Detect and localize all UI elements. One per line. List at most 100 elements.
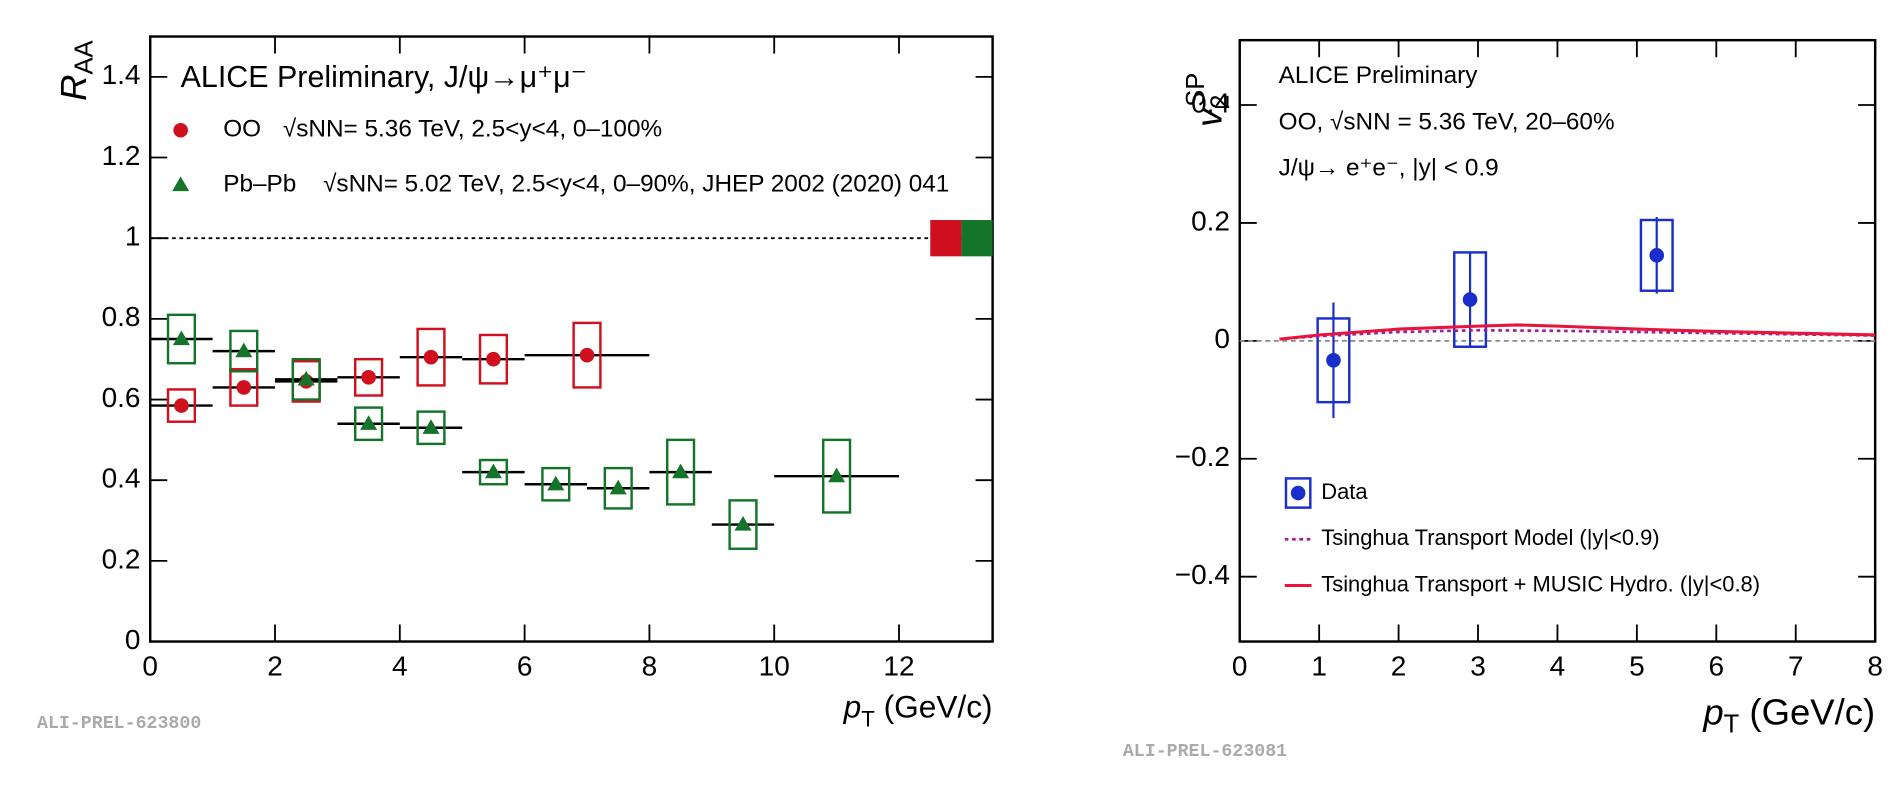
x-axis-label-main: p (843, 689, 862, 725)
systematic-box (541, 466, 571, 502)
systematic-box (603, 466, 633, 510)
marker (174, 398, 189, 413)
marker (360, 415, 378, 430)
marker (235, 342, 253, 358)
global-uncertainty-box (961, 220, 993, 257)
x-tick-label: 8 (642, 651, 658, 682)
x-axis-label-main: p (1702, 691, 1723, 732)
systematic-box (1316, 317, 1351, 404)
x-axis-label: pT (GeV/c) (1702, 691, 1875, 738)
y-tick-label: 0.4 (1191, 87, 1230, 118)
systematic-box (1639, 218, 1674, 292)
systematic-box (229, 368, 259, 407)
legend-marker (1290, 485, 1306, 501)
systematic-box (666, 438, 696, 506)
marker (486, 351, 501, 367)
x-tick-label: 0 (142, 651, 158, 682)
annotation: ALICE Preliminary, J/ψ→μ⁺μ⁻ (181, 60, 587, 94)
systematic-box (416, 410, 446, 446)
systematic-box (291, 357, 321, 401)
marker (609, 479, 627, 495)
y-tick-label: 0.2 (102, 543, 141, 574)
y-axis-label: v2SP (1182, 73, 1234, 127)
global-uncertainty-box (930, 220, 962, 257)
y-tick-label: 1 (125, 221, 141, 252)
marker (1462, 292, 1478, 307)
watermark: ALI-PREL-623800 (37, 714, 201, 734)
y-tick-label: 0.8 (102, 301, 141, 332)
marker (547, 475, 565, 491)
marker (236, 380, 252, 395)
x-tick-label: 0 (1232, 651, 1248, 682)
legend-note: √sNN= 5.36 TeV, 2.5<y<4, 0–100% (283, 116, 662, 143)
annotation: OO, √sNN = 5.36 TeV, 20–60% (1279, 108, 1615, 135)
legend-label: Tsinghua Transport Model (|y|<0.9) (1321, 525, 1659, 550)
x-axis-label-unit: (GeV/c) (1739, 691, 1875, 732)
y-tick-label: 1.2 (102, 140, 141, 171)
x-tick-label: 8 (1867, 651, 1883, 682)
marker (828, 467, 846, 483)
marker (297, 370, 315, 386)
watermark: ALI-PREL-623081 (1123, 742, 1287, 762)
x-tick-label: 2 (1391, 651, 1407, 682)
x-tick-label: 1 (1311, 651, 1327, 682)
systematic-box (478, 458, 509, 486)
y-tick-label: 0 (125, 624, 141, 655)
systematic-box (166, 388, 197, 423)
y-axis-label-main: v (1188, 107, 1229, 127)
x-tick-label: 2 (267, 651, 283, 682)
x-tick-label: 4 (1550, 651, 1566, 682)
systematic-box (166, 313, 197, 365)
x-tick-label: 4 (392, 651, 408, 682)
marker (734, 516, 752, 531)
x-tick-label: 5 (1629, 651, 1645, 682)
marker (361, 370, 376, 385)
legend-note: √sNN= 5.02 TeV, 2.5<y<4, 0–90%, JHEP 200… (323, 170, 949, 197)
x-axis-label-unit: (GeV/c) (875, 689, 993, 725)
y-tick-label: 0.4 (102, 463, 141, 494)
systematic-box (416, 327, 446, 387)
y-axis-label-main: R (53, 74, 94, 100)
legend-marker (173, 122, 188, 138)
legend-label: OO (223, 116, 261, 143)
x-tick-label: 7 (1788, 651, 1804, 682)
y-tick-label: 0.6 (102, 382, 141, 413)
marker (579, 347, 595, 363)
y-axis-label-sub: AA (70, 40, 98, 74)
x-tick-label: 10 (759, 651, 790, 682)
x-axis-label-sub: T (861, 707, 875, 732)
annotation: ALICE Preliminary (1279, 62, 1479, 89)
systematic-box (728, 499, 758, 550)
legend-label: Tsinghua Transport + MUSIC Hydro. (|y|<0… (1321, 571, 1760, 596)
legend-marker (172, 176, 190, 192)
y-tick-label: 0 (1214, 323, 1230, 354)
legend-swatch (1284, 477, 1312, 509)
systematic-box (822, 438, 852, 514)
marker (423, 349, 439, 365)
systematic-box (478, 333, 509, 385)
y-tick-label: 0.2 (1191, 205, 1230, 236)
y-axis-label: RAA (53, 40, 99, 100)
marker (172, 330, 190, 346)
systematic-box (229, 329, 259, 373)
x-tick-label: 12 (883, 651, 914, 682)
marker (1649, 248, 1665, 263)
y-axis-label-sub: 2 (1206, 95, 1234, 109)
systematic-box (354, 357, 384, 397)
x-tick-label: 6 (1709, 651, 1725, 682)
marker (422, 419, 440, 434)
model-line (1279, 323, 1876, 341)
x-axis-label: pT (GeV/c) (843, 689, 993, 731)
x-tick-label: 3 (1470, 651, 1486, 682)
marker (484, 463, 502, 479)
x-tick-label: 6 (517, 651, 533, 682)
y-tick-label: −0.2 (1175, 441, 1230, 472)
y-tick-label: 1.4 (102, 59, 141, 90)
x-axis-label-sub: T (1724, 710, 1740, 738)
systematic-box (572, 321, 602, 389)
legend-label: Data (1321, 479, 1368, 504)
legend-label: Pb–Pb (223, 170, 296, 197)
annotation: J/ψ→ e⁺e⁻, |y| < 0.9 (1279, 155, 1499, 182)
systematic-box (1453, 251, 1488, 348)
